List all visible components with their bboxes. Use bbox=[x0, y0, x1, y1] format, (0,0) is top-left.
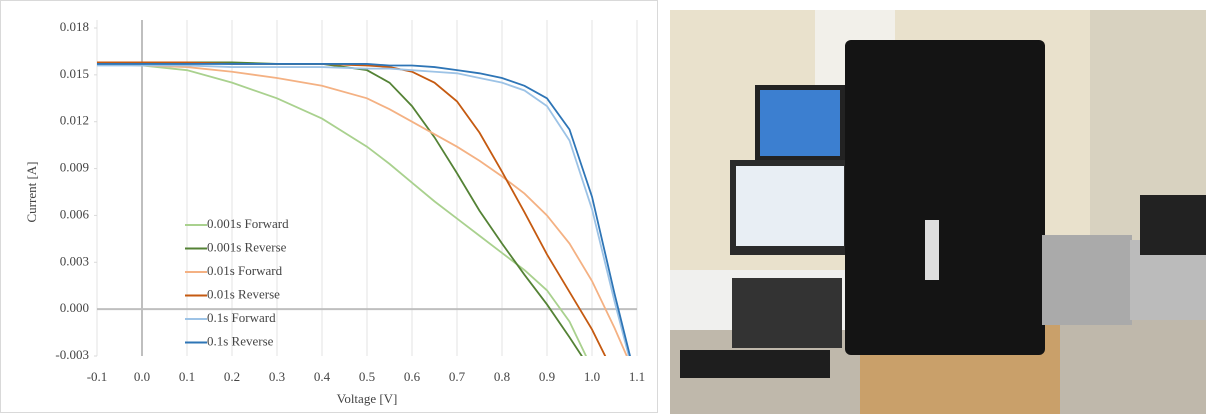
chart-frame bbox=[0, 0, 658, 413]
x-tick-label: 0.5 bbox=[359, 369, 375, 384]
x-tick-label: 0.9 bbox=[539, 369, 555, 384]
legend-label: 0.001s Forward bbox=[207, 216, 289, 231]
legend-label: 0.01s Forward bbox=[207, 263, 283, 278]
x-tick-label: 0.3 bbox=[269, 369, 285, 384]
plot-lines bbox=[97, 61, 631, 356]
y-tick-label: 0.015 bbox=[60, 66, 89, 81]
x-tick-label: 0.6 bbox=[404, 369, 421, 384]
x-tick-label: 0.7 bbox=[449, 369, 466, 384]
series-line bbox=[97, 63, 587, 356]
black-cabinet bbox=[845, 40, 1045, 355]
y-tick-label: 0.012 bbox=[60, 113, 89, 128]
x-tick-label: 1.1 bbox=[629, 369, 645, 384]
x-tick-label: 0.1 bbox=[179, 369, 195, 384]
legend-label: 0.1s Reverse bbox=[207, 333, 274, 348]
x-tick-label: 0.2 bbox=[224, 369, 240, 384]
y-tick-label: -0.003 bbox=[55, 347, 89, 362]
y-tick-label: 0.018 bbox=[60, 19, 89, 34]
screen-top bbox=[760, 90, 840, 156]
computer bbox=[732, 278, 842, 348]
legend-label: 0.01s Reverse bbox=[207, 286, 280, 301]
series-line bbox=[97, 61, 583, 356]
series-line bbox=[97, 63, 631, 356]
screen bbox=[736, 166, 844, 246]
series-line bbox=[97, 63, 628, 356]
y-tick-label: 0.006 bbox=[60, 206, 90, 221]
x-tick-label: 0.8 bbox=[494, 369, 510, 384]
cabinet-label bbox=[925, 220, 939, 280]
y-tick-label: 0.003 bbox=[60, 253, 89, 268]
series-line bbox=[97, 64, 630, 356]
y-tick-label: 0.009 bbox=[60, 160, 89, 175]
lab-photo bbox=[670, 10, 1206, 414]
x-tick-label: -0.1 bbox=[87, 369, 108, 384]
equipment bbox=[1140, 195, 1206, 255]
x-tick-label: 1.0 bbox=[584, 369, 600, 384]
y-axis-title: Current [A] bbox=[24, 161, 39, 222]
x-tick-label: 0.4 bbox=[314, 369, 331, 384]
y-tick-label: 0.000 bbox=[60, 300, 89, 315]
x-axis-title: Voltage [V] bbox=[337, 391, 398, 406]
legend-label: 0.001s Reverse bbox=[207, 239, 287, 254]
x-tick-label: 0.0 bbox=[134, 369, 150, 384]
legend-label: 0.1s Forward bbox=[207, 310, 276, 325]
keyboard bbox=[680, 350, 830, 378]
instrument bbox=[1042, 235, 1132, 325]
chart: Voltage [V] Current [A] -0.1 0.0 0.1 0.2 0.3… bbox=[0, 0, 658, 413]
